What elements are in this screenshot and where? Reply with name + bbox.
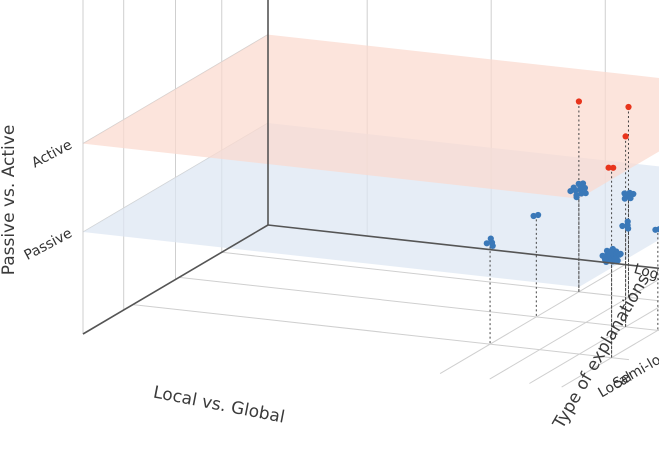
data-point-passive: [530, 212, 537, 220]
grid-line-floor-y3: [561, 329, 659, 388]
data-point-active: [575, 98, 583, 105]
data-point-passive: [487, 235, 494, 242]
data-point-passive: [630, 190, 637, 198]
data-point-passive: [617, 250, 624, 257]
plane-active: [83, 34, 659, 199]
data-point-passive: [599, 252, 606, 259]
z-axis-title: Passive vs. Active: [0, 125, 19, 276]
axes-layer: [82, 0, 659, 335]
data-point-passive: [609, 245, 616, 253]
grid-line-floor-y1: [489, 278, 659, 380]
data-point-passive: [625, 225, 632, 232]
data-point-passive: [483, 240, 490, 247]
grid-line-floor-x1: [179, 276, 659, 332]
data-point-passive: [621, 190, 628, 197]
planes-layer: [83, 34, 659, 287]
data-point-passive: [567, 188, 574, 195]
data-point-passive: [573, 194, 580, 201]
data-point-passive: [489, 242, 496, 249]
data-point-passive: [652, 226, 659, 233]
x-axis-title: Local vs. Global: [152, 383, 287, 428]
x-tick-label: Semi-local: [610, 342, 659, 392]
points-layer: [483, 98, 659, 265]
data-point-active: [625, 103, 632, 111]
grid-line-floor-y0: [439, 264, 626, 375]
data-point-passive: [624, 218, 631, 225]
data-point-passive: [582, 190, 589, 197]
y-axis-line: [267, 224, 659, 270]
grid-line-floor-x0: [132, 304, 630, 361]
data-point-passive: [603, 247, 611, 254]
data-point-passive: [621, 195, 628, 202]
data-point-active: [605, 164, 612, 171]
data-point-active: [610, 164, 617, 171]
data-point-active: [622, 133, 629, 140]
grid-line-floor-x2: [221, 251, 659, 302]
data-point-passive: [619, 222, 626, 230]
z-tick-label: Active: [29, 137, 75, 171]
z-tick-label: Passive: [22, 225, 75, 263]
grid-line-floor-y2: [529, 306, 659, 384]
data-point-passive: [579, 180, 587, 187]
x-axis-line: [82, 224, 269, 335]
y-axis-title: Type of explanations: [549, 271, 654, 434]
data-point-passive: [614, 257, 621, 264]
